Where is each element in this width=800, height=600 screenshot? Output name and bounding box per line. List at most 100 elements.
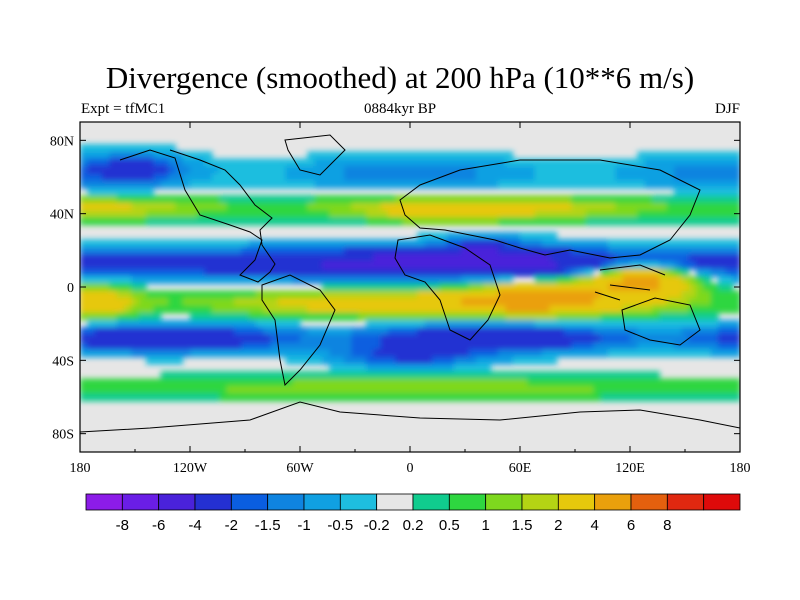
field-cell xyxy=(160,349,169,358)
field-cell xyxy=(87,246,96,255)
field-cell xyxy=(600,210,609,218)
field-cell xyxy=(652,312,660,321)
field-cell xyxy=(710,173,719,182)
field-cell xyxy=(226,386,235,394)
field-cell xyxy=(666,327,675,336)
field-cell xyxy=(608,386,616,394)
field-cell xyxy=(87,261,96,270)
field-cell xyxy=(116,173,125,182)
field-cell xyxy=(256,371,264,380)
field-cell xyxy=(710,320,719,328)
field-cell xyxy=(380,371,389,380)
field-cell xyxy=(571,261,580,270)
field-cell xyxy=(556,166,565,174)
field-cell xyxy=(586,312,594,321)
field-cell xyxy=(204,290,213,299)
field-cell xyxy=(725,151,734,160)
field-cell xyxy=(212,246,220,255)
field-cell xyxy=(373,393,382,402)
field-cell xyxy=(388,364,396,372)
field-cell xyxy=(454,195,462,204)
field-cell xyxy=(344,239,352,248)
field-cell xyxy=(212,334,220,343)
field-cell xyxy=(336,166,345,174)
field-cell xyxy=(226,195,235,204)
field-cell xyxy=(256,320,264,328)
field-cell xyxy=(168,276,176,284)
field-cell xyxy=(542,312,550,321)
field-cell xyxy=(190,327,198,336)
field-cell xyxy=(622,290,631,299)
field-cell xyxy=(124,158,132,167)
field-cell xyxy=(622,320,631,328)
field-cell xyxy=(622,210,631,218)
field-cell xyxy=(644,378,653,387)
field-cell xyxy=(666,290,675,299)
field-cell xyxy=(637,320,646,328)
field-cell xyxy=(87,173,96,182)
field-cell xyxy=(732,276,740,284)
field-cell xyxy=(278,349,286,358)
field-cell xyxy=(542,246,550,255)
field-cell xyxy=(124,268,132,277)
field-cell xyxy=(549,386,558,394)
field-cell xyxy=(153,312,162,321)
field-cell xyxy=(366,276,374,284)
field-cell xyxy=(300,393,308,402)
field-cell xyxy=(329,202,338,211)
field-cell xyxy=(131,195,140,204)
field-cell xyxy=(234,173,242,182)
field-cell xyxy=(696,151,704,160)
field-cell xyxy=(652,254,660,262)
field-cell xyxy=(534,261,543,270)
field-cell xyxy=(630,254,638,262)
field-cell xyxy=(300,356,308,365)
field-cell xyxy=(380,180,389,189)
field-cell xyxy=(234,386,242,394)
field-cell xyxy=(219,393,228,402)
field-cell xyxy=(424,202,433,211)
field-cell xyxy=(307,210,316,218)
field-cell xyxy=(490,371,499,380)
field-cell xyxy=(410,261,418,270)
field-cell xyxy=(564,312,572,321)
field-cell xyxy=(116,239,125,248)
field-cell xyxy=(270,217,279,226)
field-cell xyxy=(146,188,154,196)
field-cell xyxy=(212,158,220,167)
field-cell xyxy=(234,217,242,226)
field-cell xyxy=(696,378,704,387)
field-cell xyxy=(175,261,184,270)
field-cell xyxy=(241,246,250,255)
field-cell xyxy=(102,246,110,255)
field-cell xyxy=(263,268,272,277)
colorbar-swatch xyxy=(339,493,378,511)
field-cell xyxy=(674,268,682,277)
field-cell xyxy=(710,158,719,167)
field-cell xyxy=(197,290,206,299)
field-cell xyxy=(432,378,440,387)
field-cell xyxy=(278,378,286,387)
field-cell xyxy=(688,393,697,402)
field-cell xyxy=(138,298,147,306)
field-cell xyxy=(732,261,740,270)
field-cell xyxy=(659,166,668,174)
field-cell xyxy=(226,268,235,277)
field-cell xyxy=(329,158,338,167)
field-cell xyxy=(534,305,543,314)
field-cell xyxy=(336,180,345,189)
field-cell xyxy=(674,239,682,248)
field-cell xyxy=(674,312,682,321)
field-cell xyxy=(373,371,382,380)
field-cell xyxy=(534,393,543,402)
field-cell xyxy=(439,349,448,358)
field-cell xyxy=(380,276,389,284)
field-cell xyxy=(688,239,697,248)
field-cell xyxy=(505,356,514,365)
field-cell xyxy=(593,298,602,306)
field-cell xyxy=(160,356,169,365)
field-cell xyxy=(131,305,140,314)
field-cell xyxy=(586,320,594,328)
field-cell xyxy=(94,261,103,270)
field-cell xyxy=(160,246,169,255)
